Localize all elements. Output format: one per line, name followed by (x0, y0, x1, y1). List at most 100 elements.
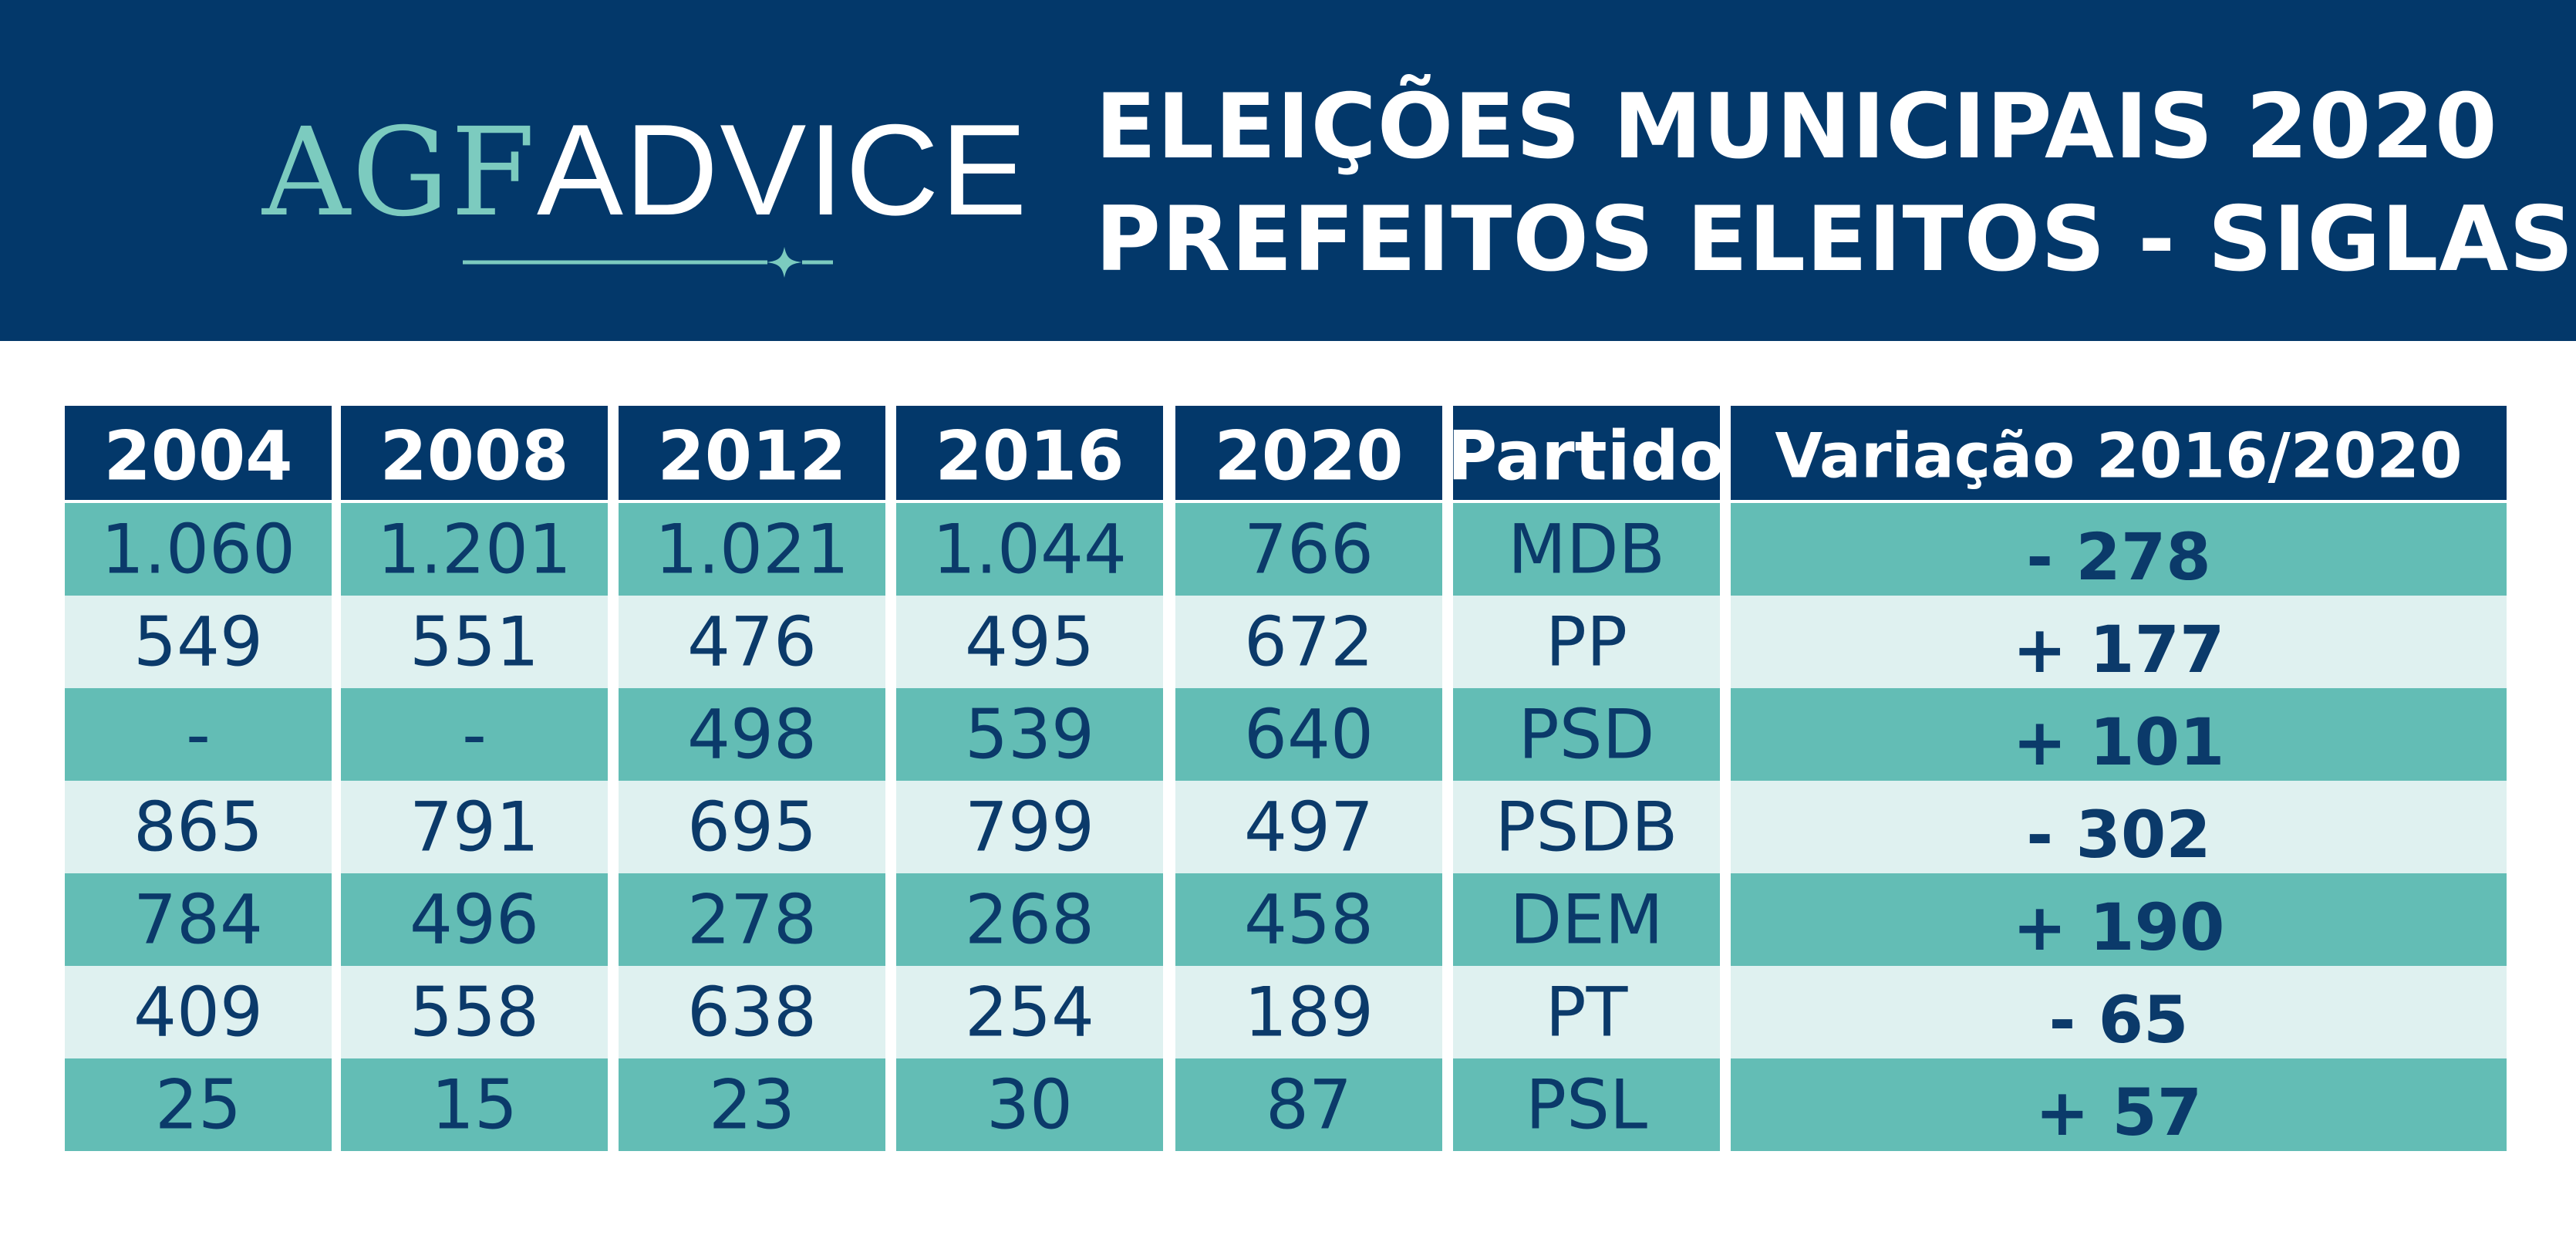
table-cell (619, 688, 885, 781)
cell-value: 1.201 (377, 510, 572, 589)
column-header: 2020 (1215, 417, 1404, 496)
cell-value: 638 (687, 973, 817, 1052)
column-header: Partido (1448, 417, 1726, 496)
table-cell (341, 781, 608, 873)
variation-value: - 278 (2026, 519, 2210, 595)
table-cell (65, 1058, 332, 1151)
cell-value: PSL (1526, 1065, 1647, 1145)
table-cell (619, 596, 885, 688)
table-cell (341, 1058, 608, 1151)
column-header: 2016 (936, 417, 1124, 496)
variation-value: + 190 (2013, 890, 2225, 965)
cell-value: 1.021 (655, 510, 849, 589)
table-cell (65, 503, 332, 596)
variation-cell (1731, 781, 2507, 873)
header-cell (1731, 406, 2507, 500)
variation-cell (1731, 1058, 2507, 1151)
header-cell (65, 406, 332, 500)
header-cell (1175, 406, 1442, 500)
cell-value: 1.044 (932, 510, 1127, 589)
cell-value: 189 (1244, 973, 1374, 1052)
header-cell (619, 406, 885, 500)
cell-value: 791 (410, 788, 539, 867)
table-cell (1453, 1058, 1720, 1151)
table-cell (896, 781, 1163, 873)
table-cell (341, 503, 608, 596)
column-header: 2012 (658, 417, 847, 496)
table-cell (341, 596, 608, 688)
title-line-2: PREFEITOS ELEITOS - SIGLAS (1095, 187, 2574, 292)
cell-value: 695 (687, 788, 817, 867)
cell-value: 495 (965, 603, 1094, 682)
table-cell (619, 873, 885, 966)
cell-value: 766 (1244, 510, 1374, 589)
table-cell (1175, 1058, 1442, 1151)
table-cell (896, 966, 1163, 1058)
title-line-1: ELEIÇÕES MUNICIPAIS 2020 (1095, 75, 2498, 179)
cell-value: 549 (133, 603, 263, 682)
header-cell (896, 406, 1163, 500)
cell-value: 87 (1266, 1065, 1352, 1145)
variation-value: + 101 (2013, 704, 2225, 780)
cell-value: 30 (986, 1065, 1073, 1145)
cell-value: 254 (965, 973, 1094, 1052)
variation-cell (1731, 966, 2507, 1058)
column-header: 2008 (380, 417, 569, 496)
table-cell (619, 781, 885, 873)
table-cell (341, 873, 608, 966)
agf-advice-logo: AGFADVICE (262, 100, 1027, 278)
cell-value: 1.060 (101, 510, 295, 589)
variation-value: - 302 (2026, 797, 2210, 873)
table-cell (896, 873, 1163, 966)
cell-value: 799 (965, 788, 1094, 867)
table-cell (896, 503, 1163, 596)
cell-value: 539 (965, 695, 1094, 775)
cell-value: 278 (687, 880, 817, 960)
cell-value: DEM (1509, 880, 1663, 960)
table-cell (1175, 688, 1442, 781)
cell-value: 25 (155, 1065, 241, 1145)
table-cell (619, 503, 885, 596)
table-cell (1175, 966, 1442, 1058)
table-cell (65, 688, 332, 781)
cell-value: 496 (410, 880, 539, 960)
cell-value: 458 (1244, 880, 1374, 960)
cell-value: 558 (410, 973, 539, 1052)
logo-underline-star-icon (463, 247, 833, 278)
cell-value: 784 (133, 880, 263, 960)
cell-value: 23 (709, 1065, 795, 1145)
variation-cell (1731, 596, 2507, 688)
variation-value: + 57 (2035, 1075, 2203, 1150)
table-cell (1453, 503, 1720, 596)
table-cell (1453, 873, 1720, 966)
cell-value: 15 (431, 1065, 518, 1145)
cell-value: 498 (687, 695, 817, 775)
table-cell (1453, 596, 1720, 688)
table-cell (1175, 596, 1442, 688)
table-cell (1175, 873, 1442, 966)
column-header: Variação 2016/2020 (1775, 420, 2462, 492)
cell-value: - (186, 695, 211, 775)
cell-value: 268 (965, 880, 1094, 960)
table-cell (65, 596, 332, 688)
table-cell (896, 596, 1163, 688)
variation-cell (1731, 873, 2507, 966)
cell-value: 497 (1244, 788, 1374, 867)
cell-value: 640 (1244, 695, 1374, 775)
cell-value: 551 (410, 603, 539, 682)
table-cell (341, 688, 608, 781)
table-cell (65, 873, 332, 966)
variation-value: - 65 (2048, 982, 2188, 1058)
table-cell (341, 966, 608, 1058)
cell-value: PP (1546, 603, 1627, 682)
cell-value: 672 (1244, 603, 1374, 682)
page-title: ELEIÇÕES MUNICIPAIS 2020 PREFEITOS ELEIT… (1095, 71, 2574, 296)
table-cell (1175, 781, 1442, 873)
table-cell (1453, 688, 1720, 781)
table-cell (896, 688, 1163, 781)
cell-value: PT (1546, 973, 1629, 1052)
logo-agf: AGF (262, 102, 537, 244)
header-cell (1453, 406, 1720, 500)
table-cell (619, 966, 885, 1058)
table-cell (65, 781, 332, 873)
